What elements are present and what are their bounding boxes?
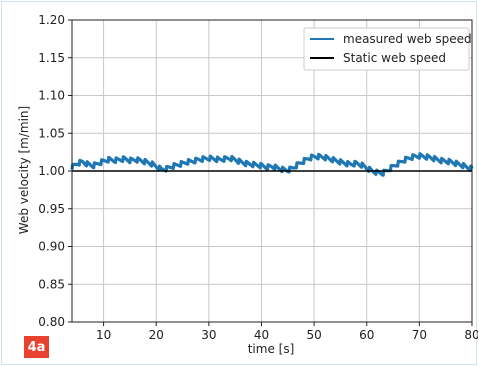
- y-tick-label: 1.00: [38, 164, 65, 178]
- y-tick-label: 1.10: [38, 89, 65, 103]
- x-tick-label: 10: [96, 328, 111, 342]
- x-tick-label: 70: [412, 328, 427, 342]
- legend: measured web speed Static web speed: [303, 27, 472, 71]
- y-tick-label: 1.20: [38, 13, 65, 27]
- x-tick-label: 40: [254, 328, 269, 342]
- series-line-measured-web-speed: [70, 152, 474, 177]
- y-tick-label: 0.85: [38, 277, 65, 291]
- legend-box: [303, 27, 470, 71]
- legend-label-static: Static web speed: [343, 51, 446, 65]
- y-axis-label: Web velocity [m/min]: [17, 106, 31, 234]
- series-layer: [70, 152, 474, 177]
- panel-label-badge: 4a: [24, 336, 49, 358]
- legend-label-measured: measured web speed: [343, 32, 472, 46]
- x-tick-label: 50: [306, 328, 321, 342]
- y-tick-label: 0.80: [38, 315, 65, 329]
- y-tick-label: 0.95: [38, 202, 65, 216]
- x-axis-label: time [s]: [248, 342, 295, 356]
- ticks: 10 20 30 40 50 60 70 80 0.80 0.85 0.90 0.95 1.00 1.05…: [38, 13, 478, 342]
- x-tick-label: 60: [359, 328, 374, 342]
- y-tick-label: 1.15: [38, 51, 65, 65]
- x-tick-label: 80: [464, 328, 478, 342]
- x-tick-label: 30: [201, 328, 216, 342]
- y-tick-label: 0.90: [38, 240, 65, 254]
- x-tick-label: 20: [149, 328, 164, 342]
- y-tick-label: 1.05: [38, 126, 65, 140]
